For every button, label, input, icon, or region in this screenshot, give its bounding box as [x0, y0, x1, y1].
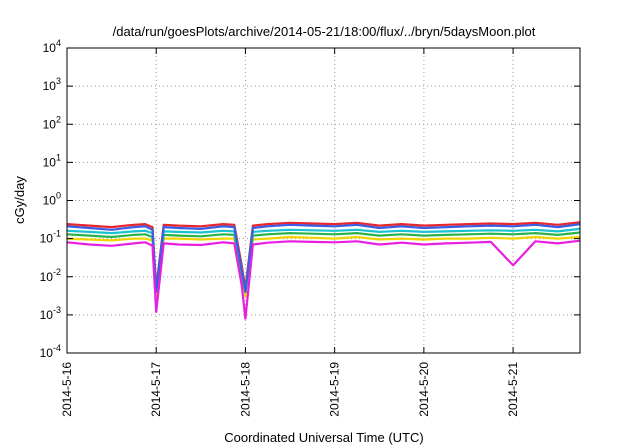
- y-tick-exponent: 1: [56, 152, 61, 162]
- grid: [67, 48, 580, 353]
- y-tick-label: 10-2: [40, 267, 61, 284]
- y-tick-label: 10-3: [40, 305, 61, 322]
- y-axis-label: cGy/day: [12, 176, 27, 224]
- x-tick-label: 2014-5-16: [60, 362, 74, 417]
- x-axis-label: Coordinated Universal Time (UTC): [224, 430, 423, 445]
- y-tick-exponent: -2: [53, 267, 61, 277]
- y-tick-exponent: -4: [53, 343, 61, 353]
- x-tick-label: 2014-5-21: [506, 362, 520, 417]
- x-tick-label: 2014-5-20: [417, 362, 431, 417]
- series-line-6: [66, 239, 581, 320]
- series-line-2: [66, 235, 581, 298]
- y-tick-label: 102: [43, 114, 61, 131]
- y-tick-label: 10-1: [40, 229, 61, 246]
- x-axis-ticks: 2014-5-16 2014-5-17 2014-5-18 2014-5-19 2014…: [60, 48, 520, 417]
- y-tick-label: 101: [43, 152, 61, 169]
- y-tick-exponent: 2: [56, 114, 61, 124]
- x-tick-label: 2014-5-19: [328, 362, 342, 417]
- series-line-4: [66, 227, 581, 293]
- y-tick-label: 104: [43, 38, 61, 55]
- y-tick-label: 100: [43, 191, 61, 208]
- chart-title: /data/run/goesPlots/archive/2014-05-21/1…: [113, 24, 536, 39]
- series-line-1: [66, 221, 581, 290]
- y-tick-exponent: -1: [53, 229, 61, 239]
- series-line-3: [66, 231, 581, 293]
- x-tick-label: 2014-5-18: [238, 362, 252, 417]
- x-tick-label: 2014-5-17: [149, 362, 163, 417]
- series-line-5: [66, 223, 581, 293]
- y-tick-exponent: 3: [56, 76, 61, 86]
- y-tick-label: 10-4: [40, 343, 61, 360]
- y-tick-label: 103: [43, 76, 61, 93]
- y-tick-exponent: 4: [56, 38, 61, 48]
- series-group: [66, 221, 581, 320]
- y-tick-exponent: -3: [53, 305, 61, 315]
- y-tick-exponent: 0: [56, 191, 61, 201]
